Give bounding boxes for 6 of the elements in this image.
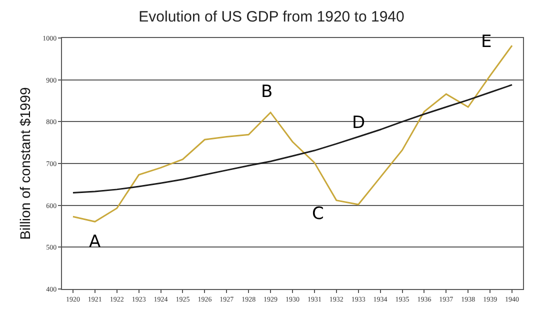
y-axis-title: Billion of constant $1999 — [17, 87, 34, 240]
chart-title: Evolution of US GDP from 1920 to 1940 — [138, 8, 404, 26]
line-series — [72, 84, 513, 194]
annotation: E — [481, 32, 492, 52]
annotation: C — [312, 204, 324, 224]
annotation: B — [261, 82, 273, 102]
